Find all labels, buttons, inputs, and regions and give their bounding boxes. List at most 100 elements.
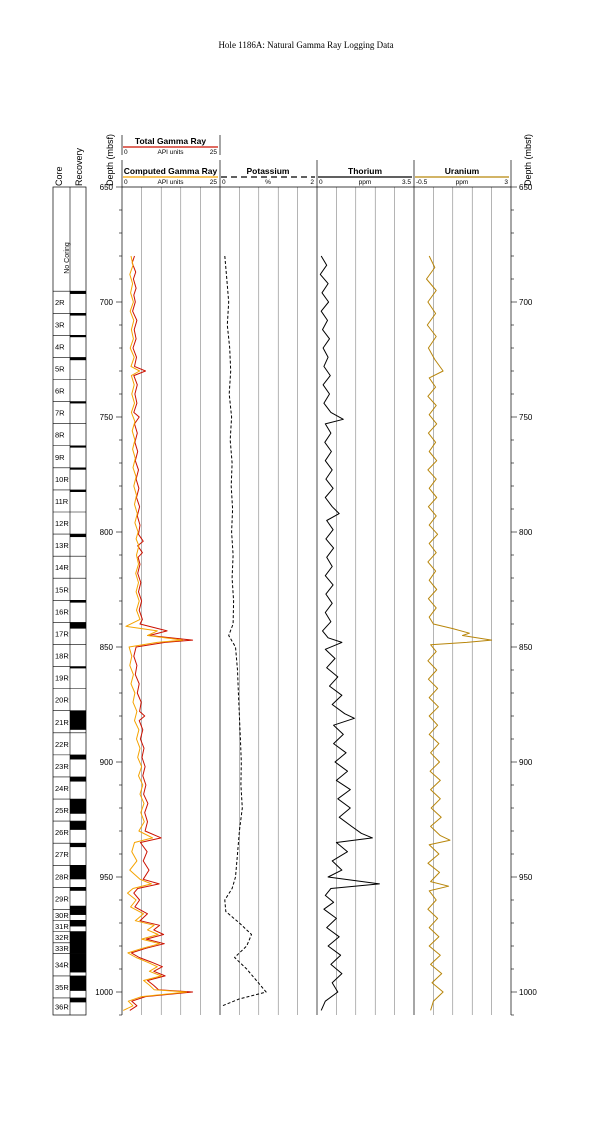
- core-label: 35R: [55, 983, 69, 992]
- core-label: 19R: [55, 674, 69, 683]
- series-line-gamma: [129, 255, 194, 1011]
- recovery-bar: [70, 953, 86, 973]
- recovery-bar: [70, 467, 86, 470]
- recovery-bar: [70, 534, 86, 538]
- recovery-bar: [70, 600, 86, 603]
- recovery-bar: [70, 997, 86, 1003]
- recovery-bar: [70, 489, 86, 492]
- track-grid: [121, 186, 512, 1015]
- recovery-bar: [70, 905, 86, 910]
- track-header-min: -0.5: [416, 179, 428, 186]
- recovery-bar: [70, 754, 86, 760]
- core-label: 17R: [55, 629, 69, 638]
- track-header-min: 0: [124, 179, 128, 186]
- core-label: 28R: [55, 872, 69, 881]
- core-label: 4R: [55, 342, 65, 351]
- core-label: 11R: [55, 497, 69, 506]
- core-label: 14R: [55, 563, 69, 572]
- core-label: 9R: [55, 453, 65, 462]
- depth-tick-label-right: 750: [519, 413, 533, 422]
- core-label: 29R: [55, 894, 69, 903]
- recovery-bar: [70, 776, 86, 782]
- track-header-name: Uranium: [445, 166, 480, 176]
- core-label: 25R: [55, 806, 69, 815]
- track-header-name: Computed Gamma Ray: [124, 166, 218, 176]
- depth-tick-label-left: 900: [100, 758, 114, 767]
- core-label: 31R: [55, 922, 69, 931]
- core-label: 15R: [55, 585, 69, 594]
- series-line-gamma: [122, 255, 188, 1011]
- recovery-bar: [70, 710, 86, 730]
- no-coring-label: No Coring: [64, 242, 71, 274]
- core-label: 13R: [55, 541, 69, 550]
- core-label: 12R: [55, 519, 69, 528]
- depth-tick-label-right: 950: [519, 873, 533, 882]
- track-header-max: 3: [504, 179, 508, 186]
- track-header-name: Total Gamma Ray: [135, 136, 206, 146]
- depth-tick-label-left: 950: [100, 873, 114, 882]
- core-label: 32R: [55, 933, 69, 942]
- core-label: 20R: [55, 696, 69, 705]
- recovery-bar: [70, 821, 86, 830]
- core-label: 26R: [55, 828, 69, 837]
- core-label: 22R: [55, 740, 69, 749]
- recovery-bar: [70, 401, 86, 404]
- recovery-bar: [70, 357, 86, 361]
- track-header-min: 0: [222, 179, 226, 186]
- core-label: 5R: [55, 364, 65, 373]
- core-column-label: Core: [54, 166, 64, 186]
- core-label: 30R: [55, 911, 69, 920]
- track-header-unit: API units: [157, 179, 184, 186]
- core-label: 6R: [55, 387, 65, 396]
- recovery-bar: [70, 445, 86, 448]
- core-label: 34R: [55, 961, 69, 970]
- depth-tick-label-right: 850: [519, 643, 533, 652]
- page-title: Hole 1186A: Natural Gamma Ray Logging Da…: [218, 40, 394, 50]
- core-label: 27R: [55, 850, 69, 859]
- core-label: 23R: [55, 762, 69, 771]
- recovery-bar: [70, 865, 86, 880]
- series-line-thorium: [319, 255, 380, 1011]
- core-label: 36R: [55, 1002, 69, 1011]
- track-header-max: 3.5: [402, 179, 411, 186]
- core-label: 21R: [55, 718, 69, 727]
- track-header-name: Potassium: [247, 166, 290, 176]
- recovery-bar: [70, 622, 86, 629]
- depth-tick-label-left: 800: [100, 528, 114, 537]
- core-label: 3R: [55, 320, 65, 329]
- track-header-unit: API units: [157, 149, 184, 156]
- recovery-bar: [70, 975, 86, 991]
- depth-tick-label-right: 900: [519, 758, 533, 767]
- recovery-bar: [70, 920, 86, 927]
- depth-axis: 650 650 700 700 750 750 800 800 850 850 900 900 950 9…: [95, 183, 537, 1016]
- track-header-name: Thorium: [348, 166, 382, 176]
- series-line-potassium: [222, 255, 267, 1007]
- recovery-bar: [70, 335, 86, 338]
- recovery-bar: [70, 843, 86, 848]
- recovery-column-label: Recovery: [74, 147, 84, 186]
- core-label: 18R: [55, 652, 69, 661]
- depth-tick-label-right: 1000: [519, 988, 537, 997]
- depth-axis-label-left: Depth (mbsf): [105, 134, 115, 186]
- track-header-unit: %: [265, 179, 271, 186]
- recovery-bar: [70, 799, 86, 814]
- track-header-min: 0: [319, 179, 323, 186]
- core-column: 2R 3R 4R 5R 6R 7R 8R 9R 10R 11R 12R 13R 14R 15R 16R 17R…: [52, 186, 87, 1016]
- track-header-max: 2: [310, 179, 314, 186]
- recovery-bar: [70, 666, 86, 669]
- recovery-bar: [70, 909, 86, 915]
- recovery-column: [70, 291, 86, 1003]
- core-label: 33R: [55, 944, 69, 953]
- core-label: 8R: [55, 431, 65, 440]
- depth-tick-label-left: 850: [100, 643, 114, 652]
- log-curves: [122, 255, 493, 1011]
- depth-tick-label-left: 700: [100, 298, 114, 307]
- depth-axis-label-right: Depth (mbsf): [523, 134, 533, 186]
- track-header-max: 25: [210, 149, 218, 156]
- core-label: 10R: [55, 475, 69, 484]
- core-label: 24R: [55, 784, 69, 793]
- depth-tick-label-right: 650: [519, 183, 533, 192]
- core-label: 16R: [55, 607, 69, 616]
- depth-tick-label-left: 650: [100, 183, 114, 192]
